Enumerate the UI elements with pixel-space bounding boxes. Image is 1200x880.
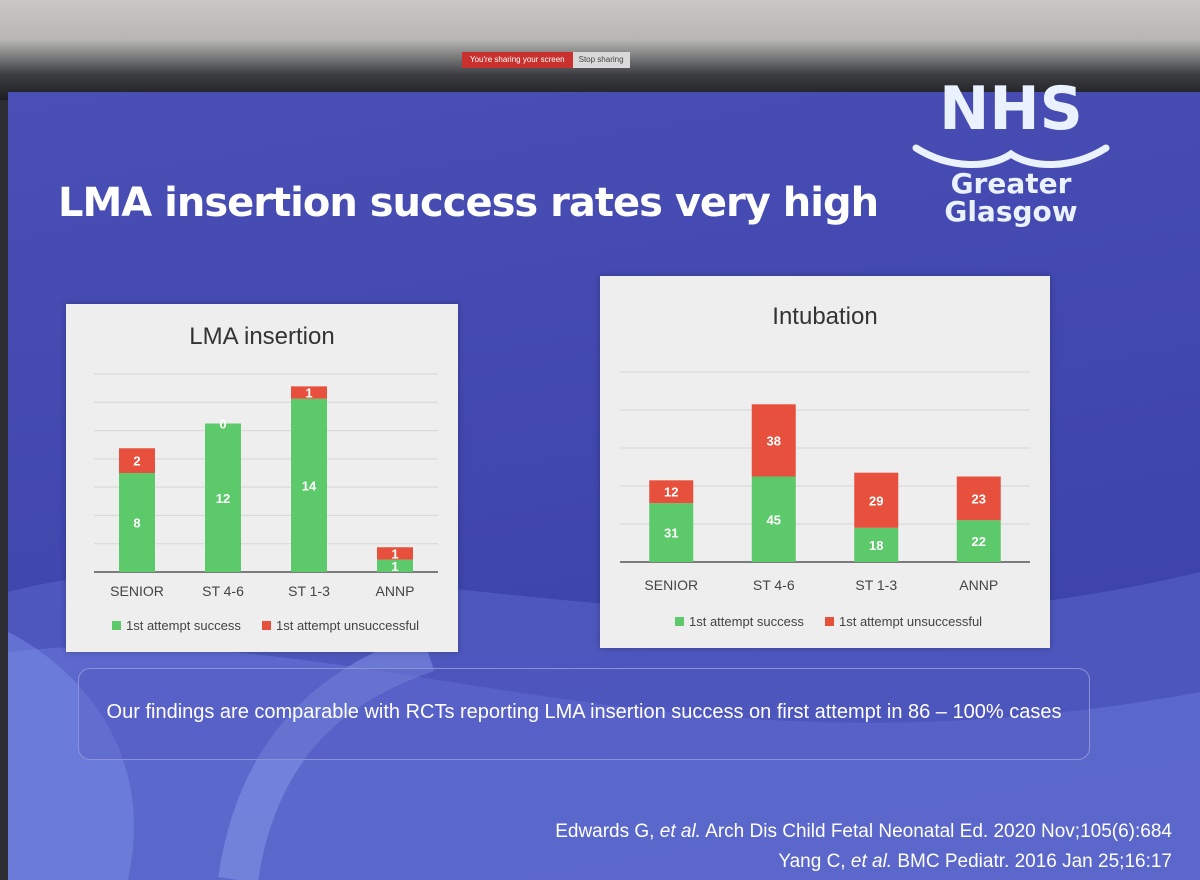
lma-insertion-chart-panel: LMA insertion 8 2 SENIOR 12 0 ST 4-6 14 1 ST 1-3 1… [66, 304, 458, 652]
reference-1-etal: et al. [659, 821, 701, 842]
data-label: 31 [664, 526, 678, 541]
legend-swatch [262, 621, 271, 630]
logo-region-line1: Greater [950, 167, 1072, 200]
logo-region-line2: Glasgow [944, 195, 1078, 228]
legend-label: 1st attempt success [126, 618, 241, 633]
data-label: 14 [302, 478, 317, 493]
legend-swatch [825, 617, 834, 626]
legend-label: 1st attempt success [689, 614, 804, 629]
data-label: 18 [869, 538, 883, 553]
lma-insertion-chart: LMA insertion 8 2 SENIOR 12 0 ST 4-6 14 1 ST 1-3 1… [94, 323, 438, 633]
data-label: 0 [219, 417, 226, 432]
intubation-chart-panel: Intubation 31 12 SENIOR 45 38 ST 4-6 18 29 ST 1-3… [600, 276, 1050, 648]
references: Edwards G, et al. Arch Dis Child Fetal N… [555, 817, 1172, 877]
category-label: ST 1-3 [288, 583, 330, 599]
bar-unsuccessful [119, 448, 155, 473]
category-label: SENIOR [644, 577, 698, 593]
bar-success [119, 473, 155, 572]
legend-label: 1st attempt unsuccessful [276, 618, 419, 633]
legend-swatch [112, 621, 121, 630]
chart-title: LMA insertion [189, 323, 334, 350]
data-label: 38 [767, 433, 781, 448]
logo-swoosh-icon [912, 144, 1110, 169]
findings-note-text: Our findings are comparable with RCTs re… [106, 701, 1062, 723]
bar-unsuccessful [956, 476, 1001, 521]
bar-unsuccessful [854, 472, 899, 528]
data-label: 29 [869, 493, 883, 508]
screen-share-bar: You're sharing your screen Stop sharing [462, 52, 630, 68]
slide-title: LMA insertion success rates very high [58, 180, 879, 226]
data-label: 12 [216, 491, 230, 506]
chart-title: Intubation [772, 303, 877, 330]
reference-1-authors: Edwards G, [555, 821, 660, 842]
data-label: 2 [133, 454, 140, 469]
bar-unsuccessful [751, 404, 796, 477]
data-label: 1 [305, 386, 312, 401]
reference-1-citation: Arch Dis Child Fetal Neonatal Ed. 2020 N… [700, 821, 1172, 842]
bar-unsuccessful [291, 386, 327, 399]
bar-unsuccessful [649, 480, 694, 504]
category-label: ST 4-6 [202, 583, 244, 599]
category-label: ST 1-3 [855, 577, 897, 593]
category-label: ANNP [959, 577, 998, 593]
reference-2: Yang C, et al. BMC Pediatr. 2016 Jan 25;… [555, 847, 1172, 877]
bar-success [649, 503, 694, 562]
data-label: 23 [972, 491, 986, 506]
findings-note-box: Our findings are comparable with RCTs re… [78, 668, 1090, 760]
data-label: 22 [972, 534, 986, 549]
reference-1: Edwards G, et al. Arch Dis Child Fetal N… [555, 817, 1172, 847]
category-label: SENIOR [110, 583, 164, 599]
legend-label: 1st attempt unsuccessful [839, 614, 982, 629]
data-label: 1 [391, 546, 398, 561]
data-label: 12 [664, 485, 678, 500]
room-ceiling [0, 0, 1200, 100]
reference-2-authors: Yang C, [778, 851, 851, 872]
stop-sharing-button[interactable]: Stop sharing [572, 52, 630, 68]
category-label: ST 4-6 [753, 577, 795, 593]
slide-content: LMA insertion success rates very high NH… [8, 78, 1200, 880]
bar-success [854, 527, 899, 562]
data-label: 45 [767, 512, 781, 527]
intubation-chart: Intubation 31 12 SENIOR 45 38 ST 4-6 18 29 ST 1-3… [620, 303, 1030, 629]
reference-2-etal: et al. [850, 851, 893, 872]
nhs-wordmark: NHS [939, 74, 1083, 144]
legend-swatch [675, 617, 684, 626]
data-label: 1 [391, 559, 398, 574]
bar-success [751, 476, 796, 562]
data-label: 8 [133, 516, 140, 531]
bar-success [205, 423, 241, 572]
nhs-logo: NHS Greater Glasgow [896, 78, 1126, 228]
bar-success [377, 559, 413, 572]
reference-2-citation: BMC Pediatr. 2016 Jan 25;16:17 [892, 851, 1172, 872]
bar-success [956, 520, 1001, 562]
category-label: ANNP [376, 583, 415, 599]
bar-success [291, 398, 327, 572]
bar-unsuccessful [377, 547, 413, 560]
screen-share-message: You're sharing your screen [462, 52, 573, 68]
